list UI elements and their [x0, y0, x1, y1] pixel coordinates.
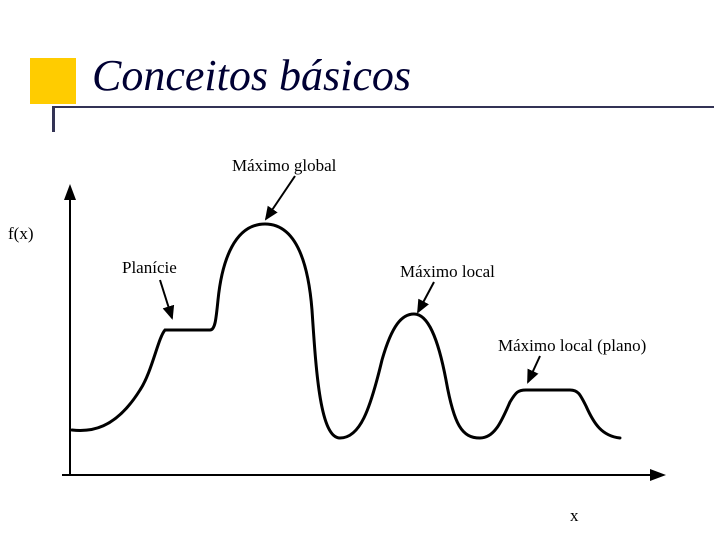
slide-title: Conceitos básicos — [92, 50, 411, 101]
slide: Conceitos básicos f(x) Máximo global Pla… — [0, 0, 720, 540]
y-axis-label: f(x) — [8, 224, 33, 244]
title-accent-square — [30, 58, 76, 104]
objective-function-curve — [72, 224, 620, 438]
title-vertical-bar — [52, 106, 55, 132]
label-global-max: Máximo global — [232, 156, 336, 176]
function-chart — [40, 180, 680, 500]
x-axis-label: x — [570, 506, 579, 526]
title-underline — [54, 106, 714, 108]
